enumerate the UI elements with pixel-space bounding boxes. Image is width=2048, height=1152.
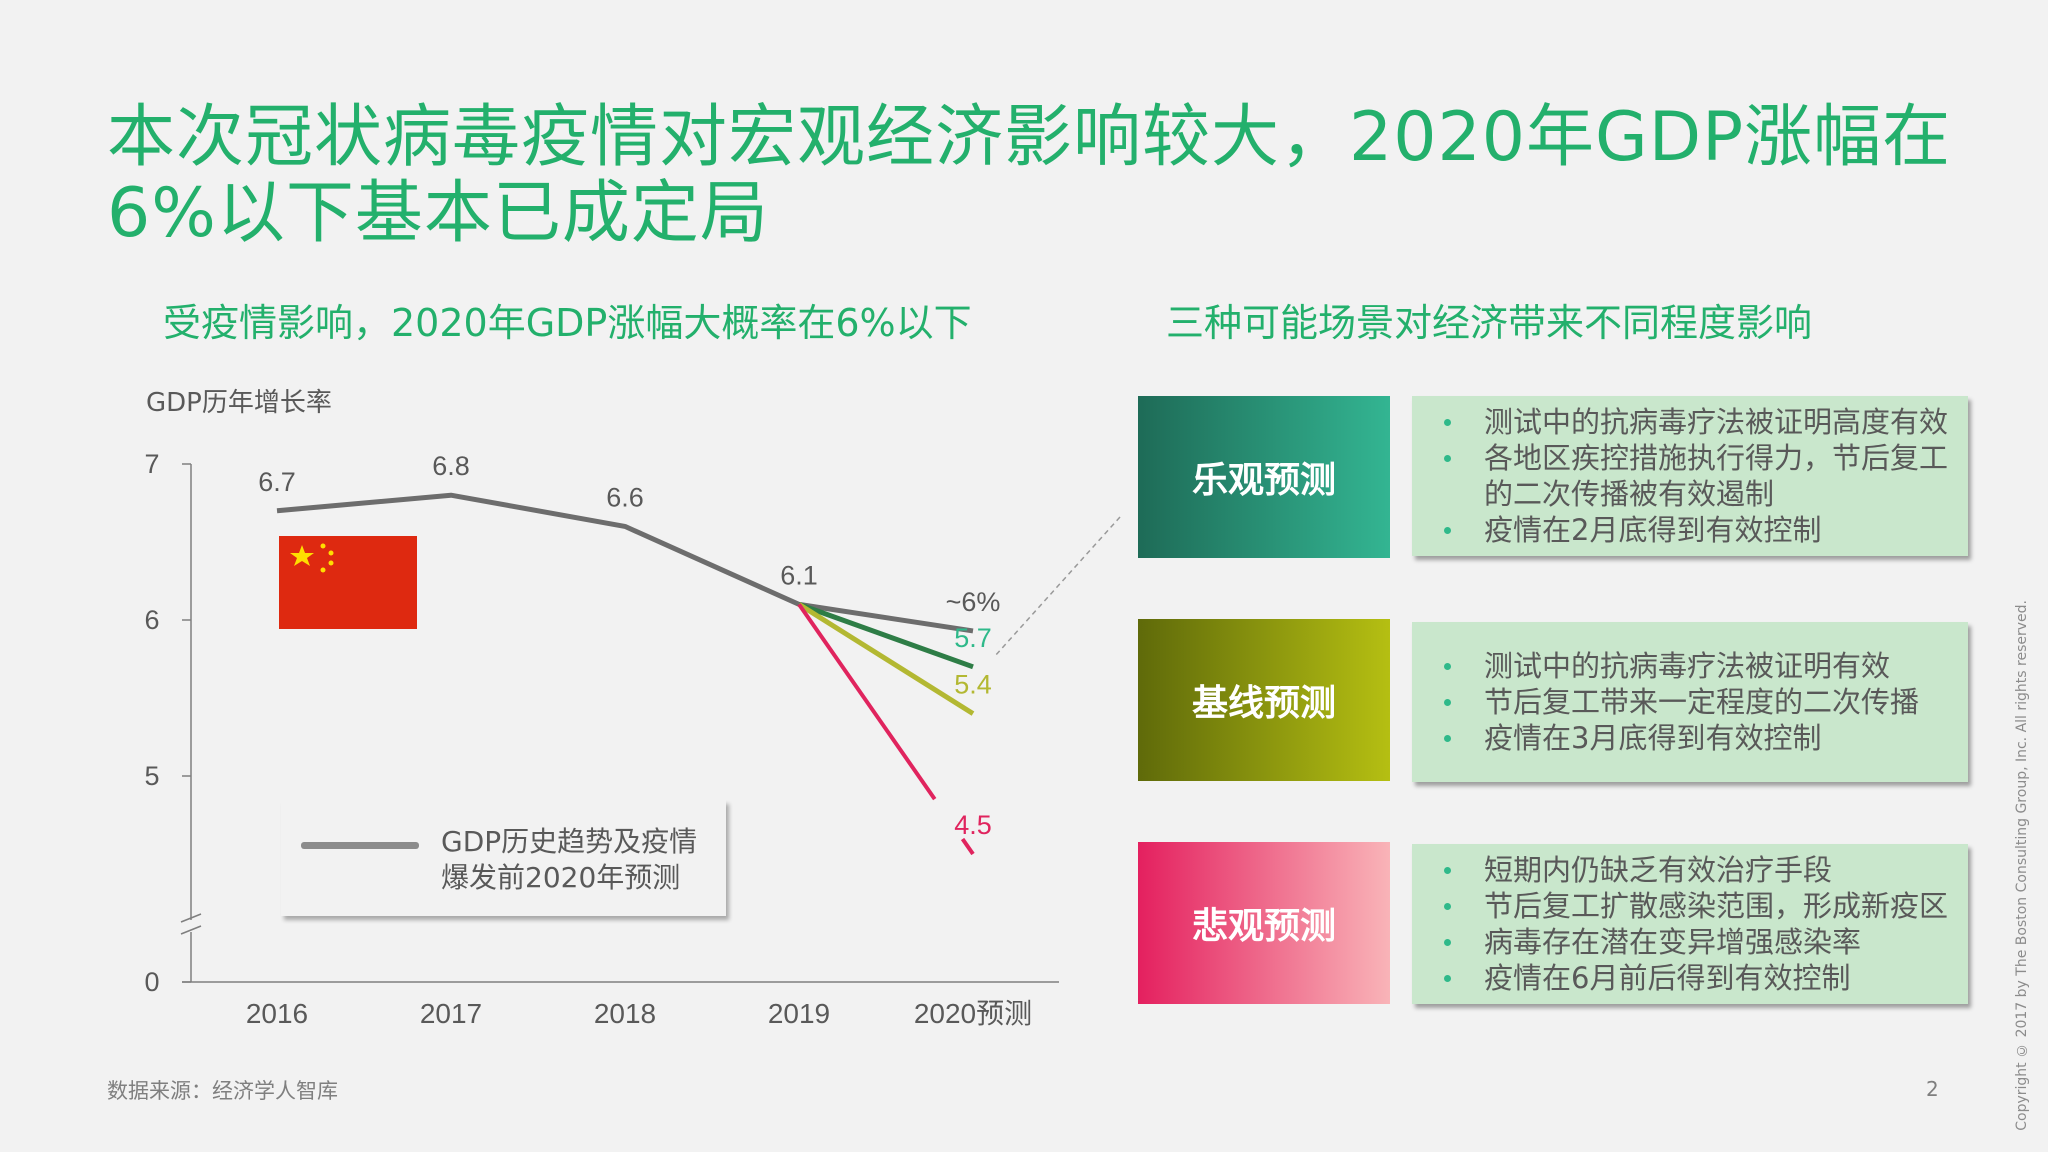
x-tick-label: 2020预测 bbox=[914, 998, 1032, 1029]
y-tick-label: 0 bbox=[144, 967, 159, 997]
scenario-bullet: 各地区疾控措施执行得力，节后复工的二次传播被有效遏制 bbox=[1436, 440, 1950, 512]
china-flag bbox=[279, 536, 417, 629]
small-star-icon bbox=[328, 550, 334, 556]
series-line-pessimistic bbox=[960, 837, 975, 856]
chart-legend: GDP历史趋势及疫情 爆发前2020年预测 bbox=[281, 800, 726, 916]
data-label: 6.8 bbox=[432, 451, 470, 481]
series-line-optimistic bbox=[798, 602, 974, 670]
source-note: 数据来源：经济学人智库 bbox=[107, 1079, 338, 1103]
page-number: 2 bbox=[1926, 1077, 1939, 1101]
legend-label-line2: 爆发前2020年预测 bbox=[441, 861, 681, 894]
data-label: 6.7 bbox=[258, 467, 296, 497]
connector-dashed-line bbox=[994, 516, 1121, 657]
scenario-optimistic-label: 乐观预测 bbox=[1138, 396, 1390, 558]
series-line-baseline bbox=[797, 602, 975, 716]
scenario-optimistic-details: 测试中的抗病毒疗法被证明高度有效 各地区疾控措施执行得力，节后复工的二次传播被有效… bbox=[1412, 396, 1968, 556]
small-star-icon bbox=[320, 567, 326, 573]
scenario-bullet: 测试中的抗病毒疗法被证明高度有效 bbox=[1436, 404, 1950, 440]
scenario-pessimistic-label: 悲观预测 bbox=[1138, 842, 1390, 1004]
series-line-historical bbox=[276, 492, 974, 634]
y-tick-label: 5 bbox=[144, 761, 159, 791]
y-axis-label: GDP历年增长率 bbox=[146, 388, 332, 418]
scenario-bullet: 病毒存在潜在变异增强感染率 bbox=[1436, 924, 1950, 960]
scenario-baseline-details: 测试中的抗病毒疗法被证明有效 节后复工带来一定程度的二次传播 疫情在3月底得到有效控… bbox=[1412, 622, 1968, 782]
small-star-icon bbox=[328, 560, 334, 566]
scenario-bullet: 节后复工带来一定程度的二次传播 bbox=[1436, 684, 1950, 720]
scenario-bullet: 疫情在6月前后得到有效控制 bbox=[1436, 960, 1950, 996]
x-tick-label: 2017 bbox=[420, 998, 482, 1029]
scenario-bullet: 疫情在2月底得到有效控制 bbox=[1436, 512, 1950, 548]
x-tick-label: 2019 bbox=[768, 998, 830, 1029]
copyright-notice: Copyright © 2017 by The Boston Consultin… bbox=[2014, 600, 2030, 1131]
data-label: 5.7 bbox=[954, 623, 992, 653]
chart-series: 6.7 6.8 6.6 6.1 ~6% 5.7 5.4 4.5 bbox=[258, 451, 1001, 856]
data-label: 4.5 bbox=[954, 810, 992, 840]
legend-swatch bbox=[301, 842, 419, 849]
y-tick-label: 6 bbox=[144, 605, 159, 635]
scenario-bullet: 短期内仍缺乏有效治疗手段 bbox=[1436, 852, 1950, 888]
left-subtitle: 受疫情影响，2020年GDP涨幅大概率在6%以下 bbox=[163, 301, 972, 345]
data-label: 6.6 bbox=[606, 482, 644, 512]
chart-axes: 7 6 5 0 2016 2017 2018 2019 2020预测 bbox=[144, 449, 1059, 1029]
legend-label-line1: GDP历史趋势及疫情 bbox=[441, 825, 698, 858]
y-tick-label: 7 bbox=[144, 449, 159, 479]
x-tick-label: 2016 bbox=[246, 998, 308, 1029]
page-title: 本次冠状病毒疫情对宏观经济影响较大，2020年GDP涨幅在6%以下基本已成定局 bbox=[107, 98, 1952, 253]
scenario-pessimistic-details: 短期内仍缺乏有效治疗手段 节后复工扩散感染范围，形成新疫区 病毒存在潜在变异增强感染… bbox=[1412, 844, 1968, 1004]
right-subtitle: 三种可能场景对经济带来不同程度影响 bbox=[1166, 301, 1813, 345]
scenario-baseline-label: 基线预测 bbox=[1138, 619, 1390, 781]
small-star-icon bbox=[320, 543, 326, 549]
scenario-bullet: 疫情在3月底得到有效控制 bbox=[1436, 720, 1950, 756]
axis-break-mark bbox=[180, 925, 202, 935]
series-line-pessimistic bbox=[797, 603, 937, 801]
data-label: 5.4 bbox=[954, 670, 992, 700]
x-tick-label: 2018 bbox=[594, 998, 656, 1029]
axis-break-mark bbox=[180, 913, 202, 923]
data-label: ~6% bbox=[946, 587, 1001, 617]
scenario-bullet: 节后复工扩散感染范围，形成新疫区 bbox=[1436, 888, 1950, 924]
data-label: 6.1 bbox=[780, 560, 818, 590]
large-star-icon bbox=[290, 545, 314, 566]
legend-label: GDP历史趋势及疫情 爆发前2020年预测 bbox=[441, 824, 697, 896]
scenario-bullet: 测试中的抗病毒疗法被证明有效 bbox=[1436, 648, 1950, 684]
